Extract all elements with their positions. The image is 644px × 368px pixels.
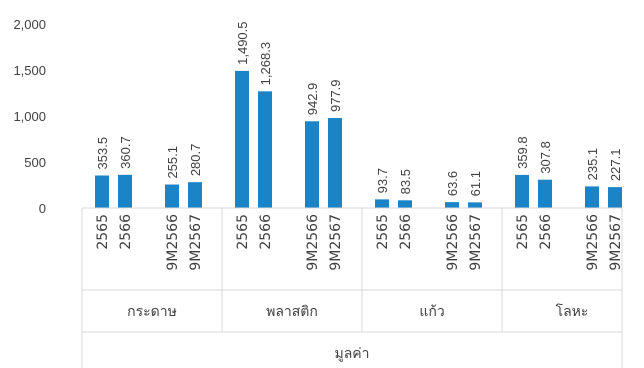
data-label: 280.7 bbox=[188, 144, 203, 177]
x-tick-label: 9M2566 bbox=[585, 214, 601, 271]
x-tick-label: 9M2567 bbox=[468, 214, 484, 271]
data-label: 63.6 bbox=[445, 171, 460, 196]
x-outer-group-label: มูลค่า bbox=[334, 346, 369, 362]
x-tick-label: 9M2566 bbox=[305, 214, 321, 271]
bar bbox=[165, 184, 179, 208]
bar bbox=[515, 174, 529, 208]
bar bbox=[305, 121, 319, 208]
y-axis: 0 500 1,000 1,500 2,000 bbox=[13, 17, 46, 216]
bar bbox=[118, 174, 132, 208]
data-label: 255.1 bbox=[165, 146, 180, 179]
data-label: 1,490.5 bbox=[235, 21, 250, 64]
bars bbox=[95, 70, 622, 209]
x-group-label: กระดาษ bbox=[127, 304, 177, 320]
bar bbox=[235, 70, 249, 209]
bar bbox=[608, 187, 622, 208]
y-tick-label: 2,000 bbox=[13, 17, 46, 32]
x-axis: 2565 2566 9M2566 9M2567 2565 2566 9M2566 9M2567… bbox=[81, 207, 624, 368]
bar bbox=[258, 91, 272, 208]
x-tick-label: 9M2566 bbox=[445, 214, 461, 271]
bar bbox=[538, 179, 552, 208]
x-tick-label: 2565 bbox=[375, 214, 391, 250]
y-tick-label: 500 bbox=[24, 155, 46, 170]
bar bbox=[188, 182, 202, 208]
x-tick-label: 2566 bbox=[258, 214, 274, 250]
y-tick-label: 1,000 bbox=[13, 109, 46, 124]
y-tick-label: 1,500 bbox=[13, 63, 46, 78]
bar bbox=[585, 186, 599, 208]
data-label: 942.9 bbox=[305, 83, 320, 116]
bar bbox=[375, 199, 389, 208]
data-label: 61.1 bbox=[468, 171, 483, 196]
x-tick-label: 9M2566 bbox=[165, 214, 181, 271]
x-tick-label: 2566 bbox=[538, 214, 554, 250]
x-tick-label: 2566 bbox=[398, 214, 414, 250]
data-label: 359.8 bbox=[515, 136, 530, 169]
bar bbox=[468, 202, 482, 208]
data-labels: 353.5 360.7 255.1 280.7 1,490.5 1,268.3 942.9 9… bbox=[95, 21, 623, 196]
x-tick-label: 9M2567 bbox=[188, 214, 204, 271]
data-label: 977.9 bbox=[328, 79, 343, 112]
bar bbox=[95, 175, 109, 208]
x-tick-label: 2565 bbox=[515, 214, 531, 250]
x-tick-label: 2565 bbox=[235, 214, 251, 250]
data-label: 1,268.3 bbox=[258, 42, 273, 85]
data-label: 235.1 bbox=[585, 148, 600, 181]
data-label: 83.5 bbox=[398, 169, 413, 194]
data-label: 227.1 bbox=[608, 149, 623, 182]
x-tick-label: 9M2567 bbox=[608, 214, 624, 271]
data-label: 93.7 bbox=[375, 168, 390, 193]
x-group-label: โลหะ bbox=[556, 303, 589, 320]
x-group-label: พลาสติก bbox=[266, 304, 318, 320]
bar bbox=[328, 118, 342, 208]
bar bbox=[398, 200, 412, 208]
bar bbox=[445, 202, 459, 208]
x-tick-label: 9M2567 bbox=[328, 214, 344, 271]
y-tick-label: 0 bbox=[39, 201, 46, 216]
data-label: 360.7 bbox=[118, 136, 133, 169]
x-tick-label: 2566 bbox=[118, 214, 134, 250]
data-label: 353.5 bbox=[95, 137, 110, 170]
x-group-label: แก้ว bbox=[419, 304, 444, 320]
data-label: 307.8 bbox=[538, 141, 553, 174]
x-tick-label: 2565 bbox=[95, 214, 111, 250]
